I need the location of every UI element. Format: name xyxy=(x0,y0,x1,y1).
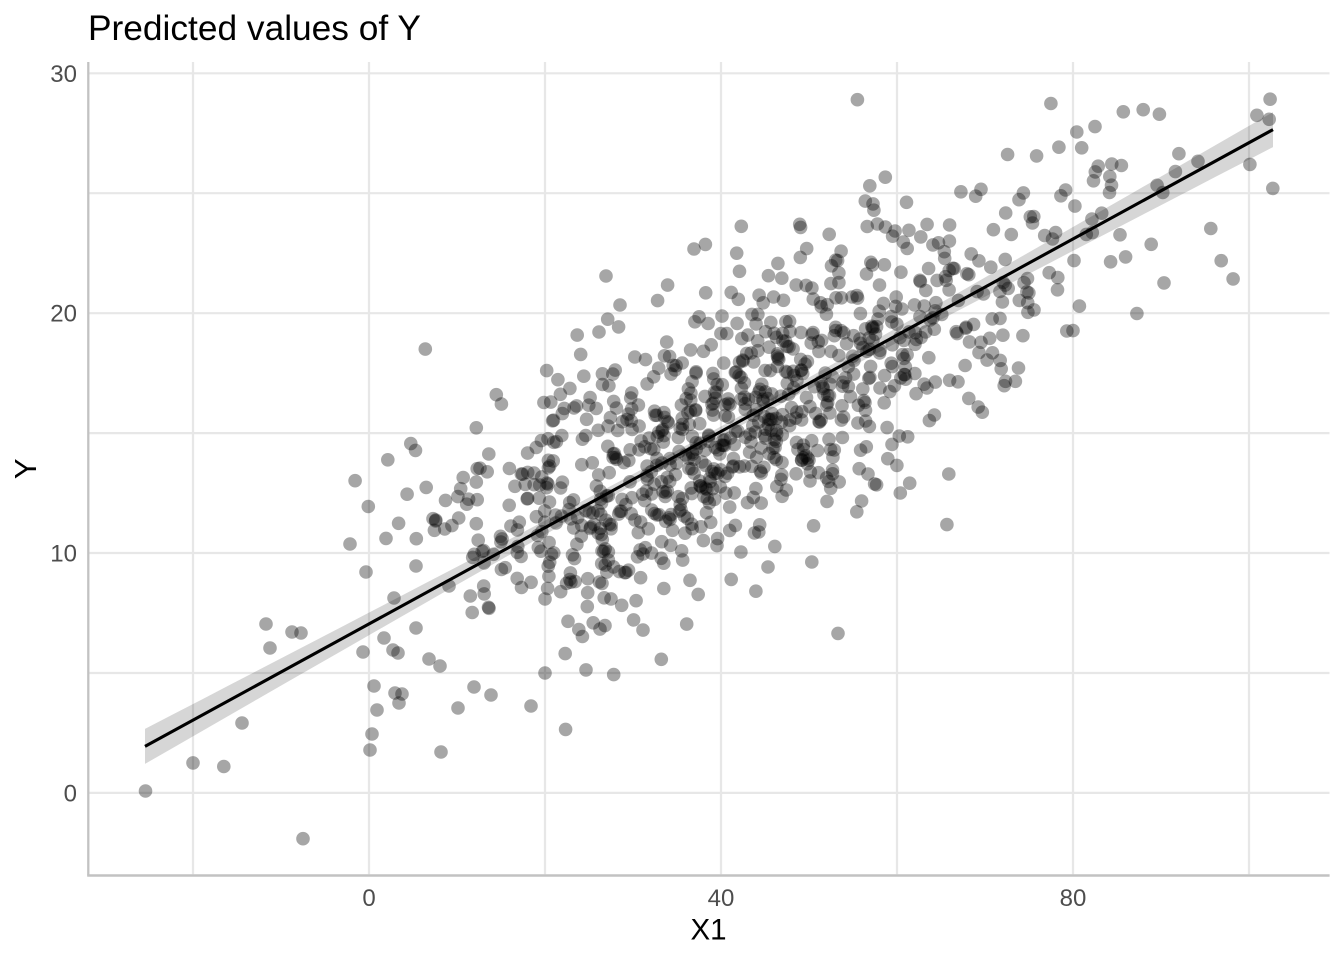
svg-text:80: 80 xyxy=(1060,885,1087,912)
svg-text:0: 0 xyxy=(64,780,77,807)
svg-text:40: 40 xyxy=(708,885,735,912)
svg-text:Predicted values of Y: Predicted values of Y xyxy=(88,9,421,48)
svg-text:Y: Y xyxy=(8,458,43,479)
svg-text:20: 20 xyxy=(50,301,77,328)
svg-text:X1: X1 xyxy=(690,913,726,946)
svg-text:30: 30 xyxy=(50,61,77,88)
svg-text:0: 0 xyxy=(362,885,375,912)
svg-text:10: 10 xyxy=(50,541,77,568)
